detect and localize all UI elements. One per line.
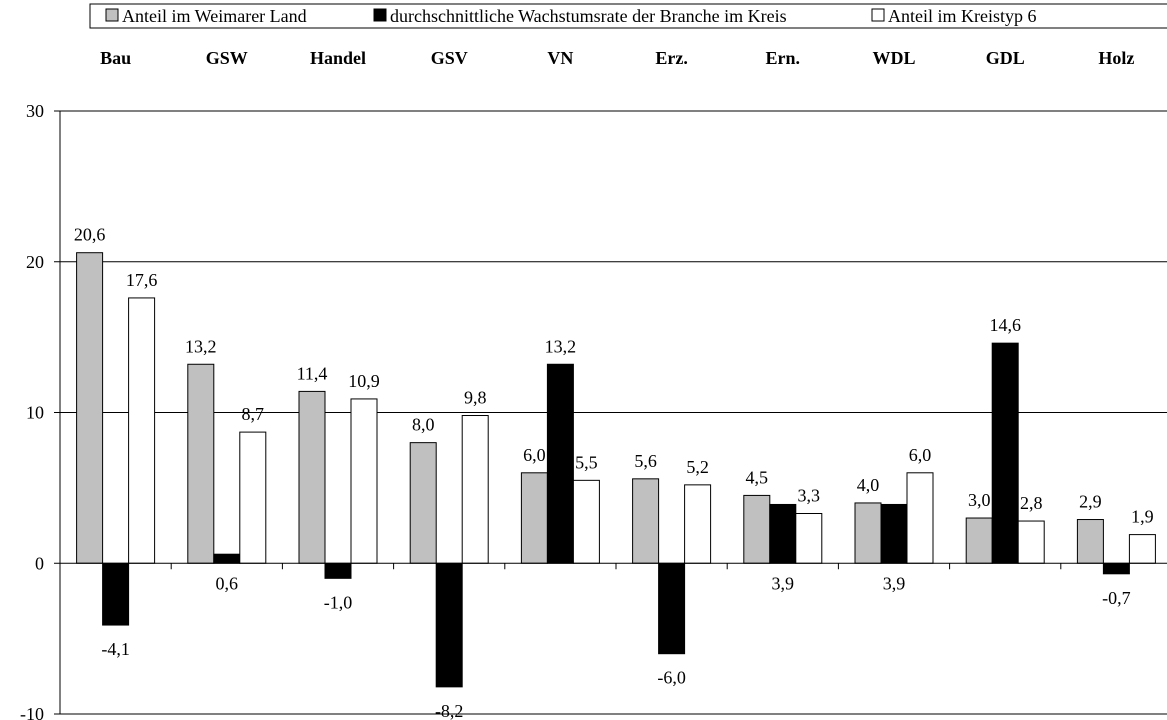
data-label: 5,5 (575, 452, 598, 472)
y-tick-label: 10 (26, 403, 44, 423)
grid-lines (60, 110, 1167, 715)
data-label: 3,3 (798, 486, 821, 506)
data-label: 2,9 (1079, 492, 1102, 512)
legend-entry: Anteil im Kreistyp 6 (888, 6, 1036, 26)
legend-swatch (871, 8, 885, 22)
category-label: GDL (986, 48, 1025, 68)
data-labels: 20,6 -4,1 17,6 13,2 0,6 8,7 11,4 -1,0 10,9 8,0 -8,… (74, 225, 1154, 720)
category-label: Erz. (655, 48, 687, 68)
data-label: -6,0 (657, 668, 686, 688)
bar (350, 398, 378, 564)
bar (1102, 562, 1130, 575)
category-label: Ern. (766, 48, 801, 68)
data-label: 10,9 (348, 371, 380, 391)
bar (769, 503, 797, 564)
bar (76, 252, 104, 564)
bar (684, 484, 712, 564)
bar (128, 297, 156, 564)
legend-swatch (105, 8, 119, 22)
legend-box (89, 3, 1167, 29)
data-label: -1,0 (324, 592, 353, 612)
legend-entry: Anteil im Weimarer Land (122, 6, 307, 26)
bar (298, 390, 326, 564)
bar (324, 562, 352, 579)
data-label: 13,2 (185, 336, 217, 356)
data-label: 14,6 (989, 315, 1021, 335)
category-label: Handel (310, 48, 366, 68)
bar (1128, 534, 1156, 564)
category-labels: Bau GSW Handel GSV VN Erz. Ern. WDL GDL Holz (100, 48, 1134, 68)
data-label: -4,1 (101, 639, 130, 659)
data-label: -8,2 (435, 701, 464, 720)
data-label: 3,9 (883, 573, 906, 593)
bar (239, 431, 267, 564)
y-tick-label: 30 (26, 101, 44, 121)
y-tick-label: 20 (26, 252, 44, 272)
legend: Anteil im Weimarer Land durchschnittliche… (89, 3, 1167, 29)
data-label: 1,9 (1131, 507, 1154, 527)
data-label: 17,6 (126, 270, 158, 290)
bar (572, 479, 600, 564)
bar (409, 442, 437, 564)
data-label: -0,7 (1102, 588, 1131, 608)
bar (632, 478, 660, 564)
data-label: 4,5 (746, 467, 769, 487)
y-tick-label: -10 (20, 704, 44, 720)
bar (187, 363, 215, 564)
bar (965, 517, 993, 564)
bar (546, 363, 574, 564)
data-label: 8,7 (242, 404, 265, 424)
bar (658, 562, 686, 655)
category-label: VN (547, 48, 573, 68)
category-label: Bau (100, 48, 131, 68)
category-label: GSW (206, 48, 248, 68)
category-label: GSV (431, 48, 468, 68)
data-label: 9,8 (464, 388, 487, 408)
bar (520, 472, 548, 564)
bar (1017, 520, 1045, 564)
bar (906, 472, 934, 564)
bar (102, 562, 130, 626)
data-label: 6,0 (909, 445, 932, 465)
category-label: WDL (872, 48, 915, 68)
bar (461, 415, 489, 564)
data-label: 20,6 (74, 225, 106, 245)
bar (991, 342, 1019, 564)
legend-entry: durchschnittliche Wachstumsrate der Bran… (390, 6, 787, 26)
bar (880, 503, 908, 564)
data-label: 6,0 (523, 445, 546, 465)
y-tick-label: 0 (35, 553, 44, 573)
category-label: Holz (1098, 48, 1134, 68)
data-label: 0,6 (216, 573, 239, 593)
data-label: 2,8 (1020, 493, 1043, 513)
bar (854, 502, 882, 564)
data-label: 5,6 (634, 451, 657, 471)
bar (795, 513, 823, 564)
bar (435, 562, 463, 688)
data-label: 8,0 (412, 415, 435, 435)
data-label: 3,0 (968, 490, 991, 510)
legend-swatch (373, 8, 387, 22)
data-label: 4,0 (857, 475, 880, 495)
data-label: 11,4 (297, 363, 328, 383)
bar (1076, 519, 1104, 564)
data-label: 5,2 (686, 457, 709, 477)
data-label: 3,9 (772, 573, 795, 593)
axes: -10 0 10 20 30 (20, 101, 1167, 720)
bars (76, 252, 1156, 688)
data-label: 13,2 (545, 336, 577, 356)
bar (213, 553, 241, 564)
bar (743, 494, 771, 564)
